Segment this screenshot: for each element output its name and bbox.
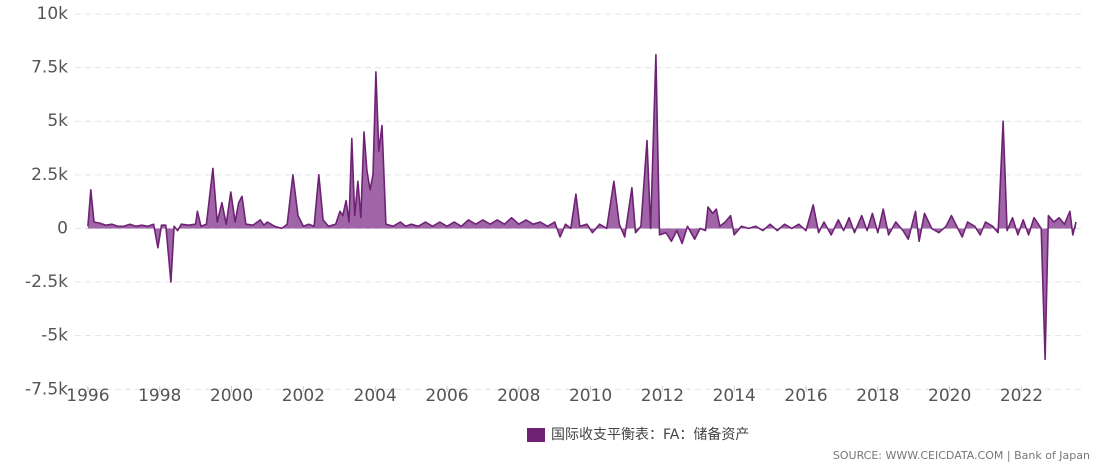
x-tick-label: 2018 xyxy=(856,386,899,406)
area xyxy=(87,54,1076,360)
legend-label: 国际收支平衡表：FA：储备资产 xyxy=(551,426,749,443)
y-tick-label: 0 xyxy=(57,218,68,238)
x-tick-label: 2022 xyxy=(1000,386,1043,406)
y-tick-label: 7.5k xyxy=(31,58,68,78)
x-tick-label: 2014 xyxy=(713,386,756,406)
y-tick-label: -7.5k xyxy=(25,379,68,399)
y-tick-label: -5k xyxy=(41,326,68,346)
x-tick-label: 2012 xyxy=(641,386,684,406)
line xyxy=(87,53,1077,361)
x-tick-label: 2016 xyxy=(784,386,827,406)
y-tick-label: 2.5k xyxy=(31,165,68,185)
x-tick-label: 2010 xyxy=(569,386,612,406)
x-tick-label: 2002 xyxy=(282,386,325,406)
x-tick-label: 2006 xyxy=(425,386,468,406)
x-tick-label: 1996 xyxy=(66,386,109,406)
y-tick-label: 5k xyxy=(47,111,68,131)
x-tick-label: 1998 xyxy=(138,386,181,406)
x-tick-label: 2004 xyxy=(354,386,397,406)
x-tick-label: 2008 xyxy=(497,386,540,406)
x-tick-label: 2020 xyxy=(928,386,971,406)
source: SOURCE: WWW.CEICDATA.COM | Bank of Japan xyxy=(833,449,1090,462)
y-tick-label: -2.5k xyxy=(25,272,68,292)
x-tick-label: 2000 xyxy=(210,386,253,406)
y-tick-label: 10k xyxy=(37,4,69,24)
legend-swatch xyxy=(527,428,545,442)
